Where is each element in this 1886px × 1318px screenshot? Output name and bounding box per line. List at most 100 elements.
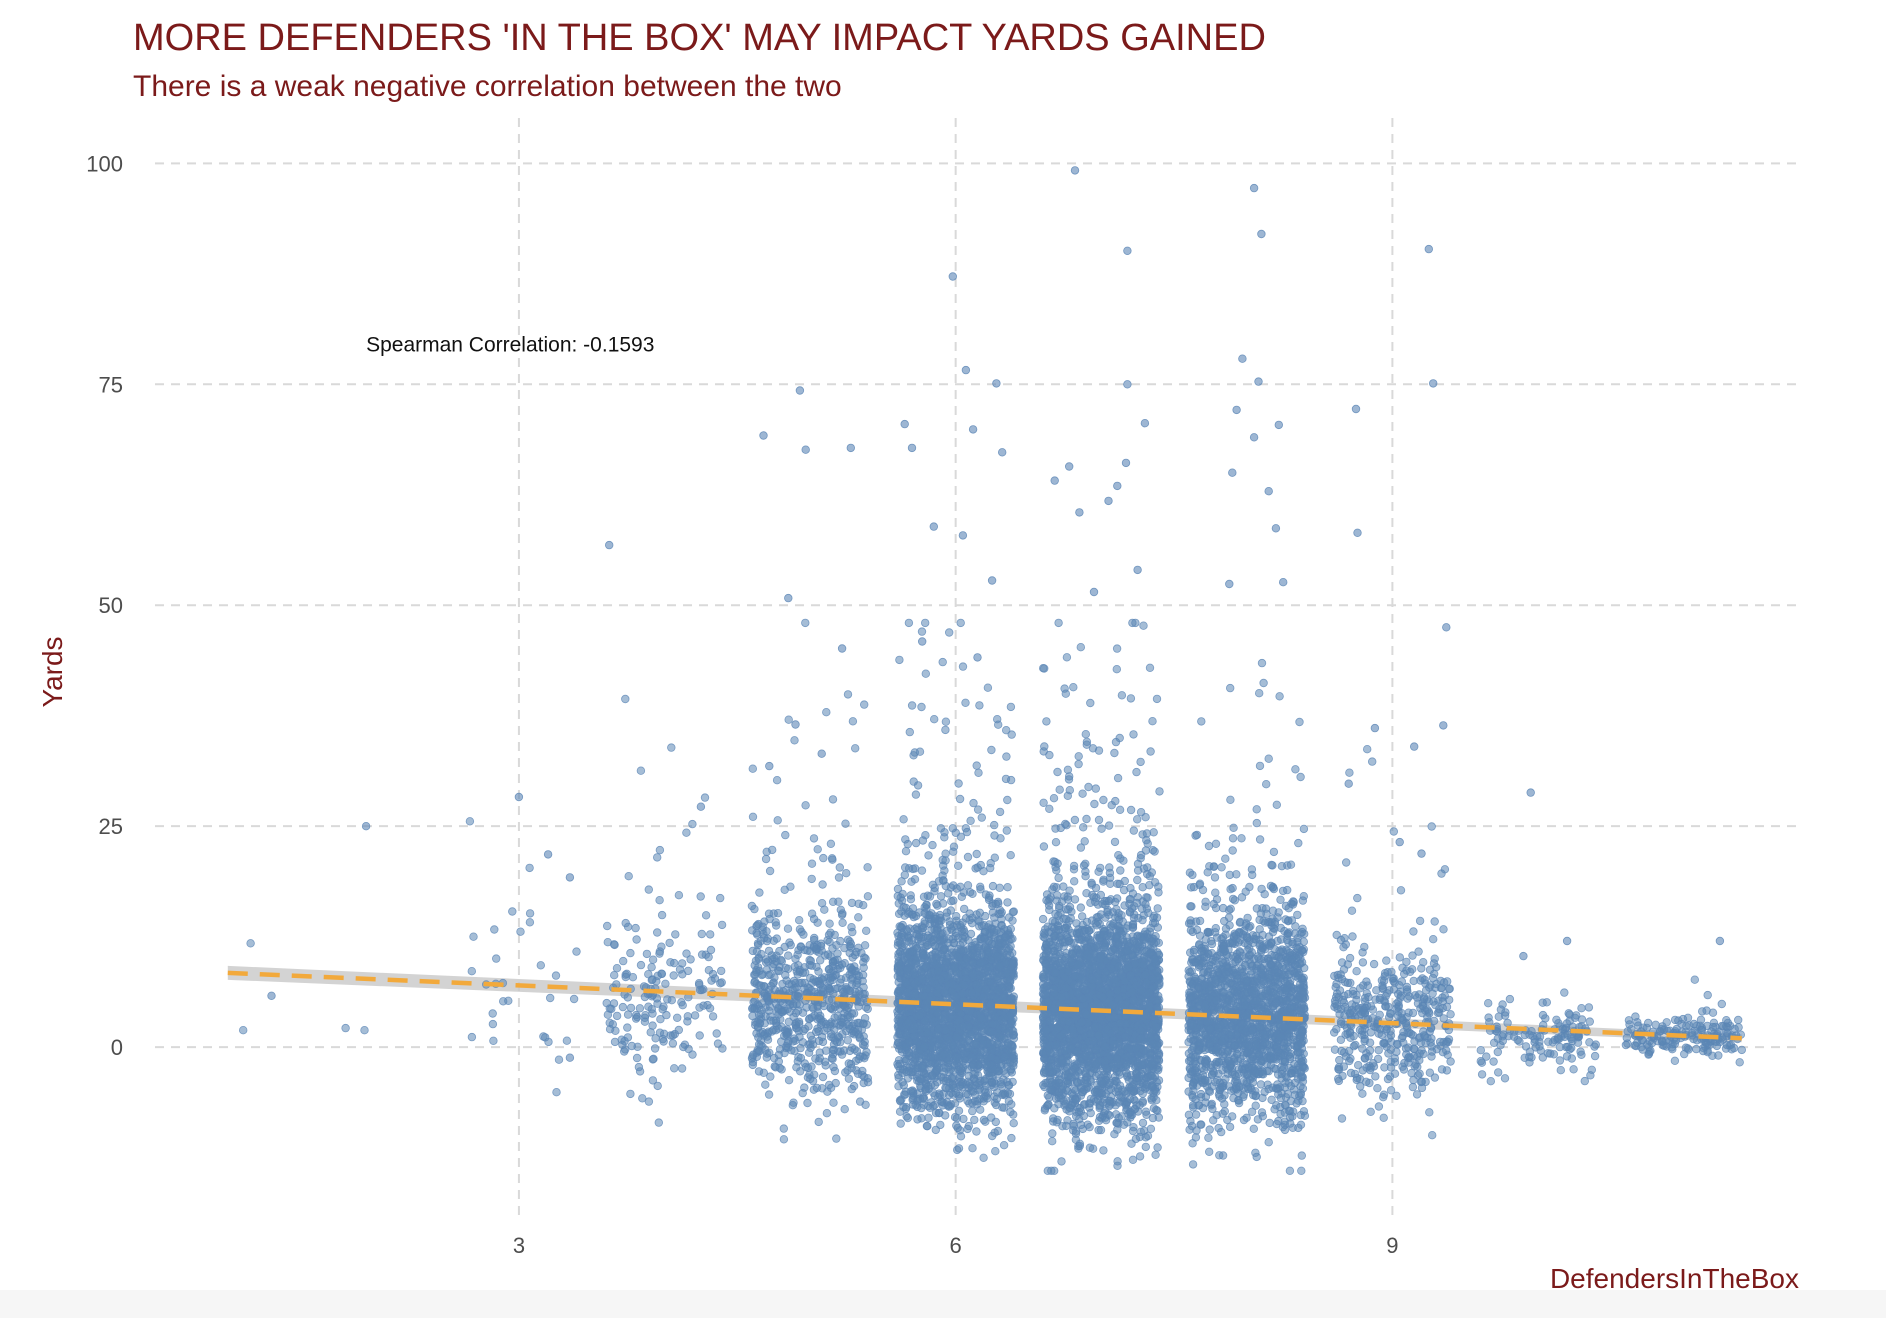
data-point bbox=[863, 892, 873, 901]
data-point bbox=[830, 1025, 839, 1034]
data-point bbox=[619, 956, 628, 966]
data-point bbox=[977, 1013, 986, 1023]
data-point bbox=[1054, 618, 1063, 628]
data-point bbox=[761, 1080, 770, 1089]
data-point bbox=[940, 866, 949, 875]
data-point bbox=[983, 683, 993, 692]
data-point bbox=[980, 934, 989, 943]
data-point bbox=[644, 1097, 654, 1106]
data-point bbox=[814, 967, 823, 976]
data-point bbox=[833, 1011, 842, 1021]
data-point bbox=[842, 869, 851, 878]
data-point bbox=[749, 998, 758, 1007]
data-point bbox=[909, 968, 918, 977]
data-point bbox=[897, 896, 907, 905]
data-point bbox=[1132, 815, 1142, 824]
data-point bbox=[762, 927, 771, 936]
data-point bbox=[783, 1031, 792, 1040]
data-point bbox=[781, 830, 790, 840]
data-point bbox=[769, 978, 778, 987]
data-point bbox=[644, 1002, 653, 1011]
data-point bbox=[933, 989, 942, 998]
data-point bbox=[1009, 969, 1018, 978]
data-point bbox=[962, 1089, 971, 1098]
data-point bbox=[863, 863, 872, 872]
data-point bbox=[972, 849, 981, 859]
data-point bbox=[954, 861, 963, 870]
data-point bbox=[807, 909, 817, 918]
data-point bbox=[1128, 1155, 1138, 1164]
data-point bbox=[805, 960, 814, 970]
data-point bbox=[826, 928, 835, 937]
data-point bbox=[863, 1004, 872, 1014]
data-point bbox=[963, 852, 973, 862]
data-point bbox=[913, 781, 923, 790]
data-point bbox=[753, 939, 763, 948]
data-point bbox=[341, 1023, 350, 1033]
data-point bbox=[696, 892, 705, 901]
data-point bbox=[1148, 717, 1157, 726]
data-point bbox=[817, 1018, 826, 1027]
data-point bbox=[897, 907, 906, 916]
data-point bbox=[819, 853, 828, 863]
data-point bbox=[667, 743, 676, 752]
data-point bbox=[920, 1016, 929, 1026]
data-point bbox=[1009, 1057, 1019, 1066]
data-point bbox=[807, 874, 816, 884]
data-point bbox=[896, 1119, 905, 1128]
data-point bbox=[1006, 851, 1015, 860]
data-point bbox=[922, 1121, 932, 1131]
data-point bbox=[952, 1121, 961, 1130]
data-point bbox=[1006, 702, 1016, 712]
data-point bbox=[972, 980, 981, 989]
data-point bbox=[784, 1075, 794, 1085]
data-point bbox=[906, 895, 916, 904]
data-point bbox=[846, 963, 855, 972]
data-point bbox=[1062, 653, 1072, 662]
data-point bbox=[541, 1033, 550, 1042]
data-point bbox=[824, 983, 833, 993]
data-point bbox=[980, 927, 989, 936]
data-point bbox=[647, 963, 656, 972]
data-point bbox=[1136, 757, 1145, 767]
data-point bbox=[467, 1032, 477, 1042]
data-point bbox=[688, 1050, 697, 1059]
data-point bbox=[653, 1081, 662, 1091]
data-point bbox=[987, 745, 996, 755]
data-point bbox=[963, 1043, 972, 1052]
data-point bbox=[899, 815, 908, 824]
data-point bbox=[1117, 691, 1127, 700]
data-point bbox=[966, 816, 975, 825]
data-point bbox=[949, 842, 959, 851]
data-point bbox=[678, 959, 687, 968]
data-point bbox=[952, 1033, 962, 1042]
data-point bbox=[941, 957, 950, 966]
data-point bbox=[994, 1067, 1003, 1076]
data-point bbox=[903, 1113, 912, 1123]
data-point bbox=[618, 1002, 628, 1012]
data-point bbox=[683, 966, 693, 976]
data-point bbox=[976, 958, 986, 968]
data-point bbox=[1094, 815, 1104, 825]
data-point bbox=[979, 972, 988, 982]
data-point bbox=[774, 1057, 783, 1066]
data-point bbox=[1045, 804, 1054, 813]
data-point bbox=[673, 1013, 682, 1022]
data-point bbox=[651, 1034, 660, 1043]
data-point bbox=[780, 1006, 789, 1015]
data-point bbox=[796, 1053, 806, 1063]
data-point bbox=[1009, 992, 1018, 1001]
data-points bbox=[238, 166, 1746, 1175]
data-point bbox=[900, 1090, 909, 1099]
data-point bbox=[956, 921, 965, 930]
data-point bbox=[700, 793, 710, 802]
data-point bbox=[653, 971, 662, 980]
data-point bbox=[609, 940, 619, 949]
data-point bbox=[934, 1024, 943, 1034]
data-point bbox=[784, 951, 793, 960]
data-point bbox=[984, 948, 994, 957]
data-point bbox=[1146, 747, 1155, 756]
data-point bbox=[844, 1074, 854, 1083]
data-point bbox=[998, 992, 1008, 1002]
data-point bbox=[958, 662, 968, 671]
